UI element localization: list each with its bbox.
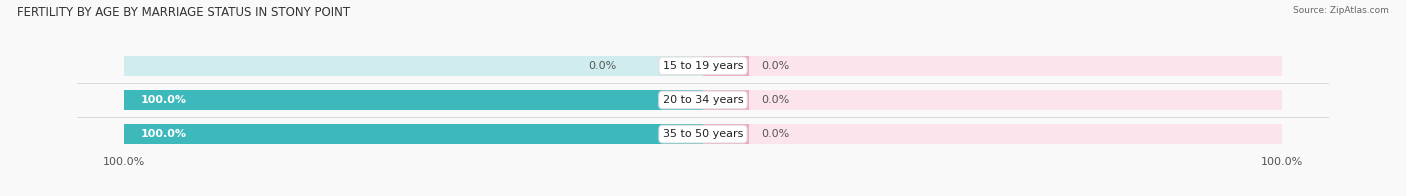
Text: 0.0%: 0.0% [588,61,616,71]
Bar [703,90,1282,110]
Text: Source: ZipAtlas.com: Source: ZipAtlas.com [1294,6,1389,15]
Text: 0.0%: 0.0% [761,95,789,105]
Bar [703,124,749,144]
Text: 35 to 50 years: 35 to 50 years [662,129,744,139]
Text: 0.0%: 0.0% [761,61,789,71]
Bar [124,56,703,76]
Bar [124,90,703,110]
Text: 0.0%: 0.0% [761,129,789,139]
Bar [703,90,749,110]
Text: FERTILITY BY AGE BY MARRIAGE STATUS IN STONY POINT: FERTILITY BY AGE BY MARRIAGE STATUS IN S… [17,6,350,19]
Bar [703,56,749,76]
Bar [124,90,703,110]
Bar [124,124,703,144]
Text: 100.0%: 100.0% [141,95,187,105]
Text: 15 to 19 years: 15 to 19 years [662,61,744,71]
Text: 100.0%: 100.0% [141,129,187,139]
Bar [703,124,1282,144]
Bar [703,56,1282,76]
Bar [124,124,703,144]
Text: 20 to 34 years: 20 to 34 years [662,95,744,105]
